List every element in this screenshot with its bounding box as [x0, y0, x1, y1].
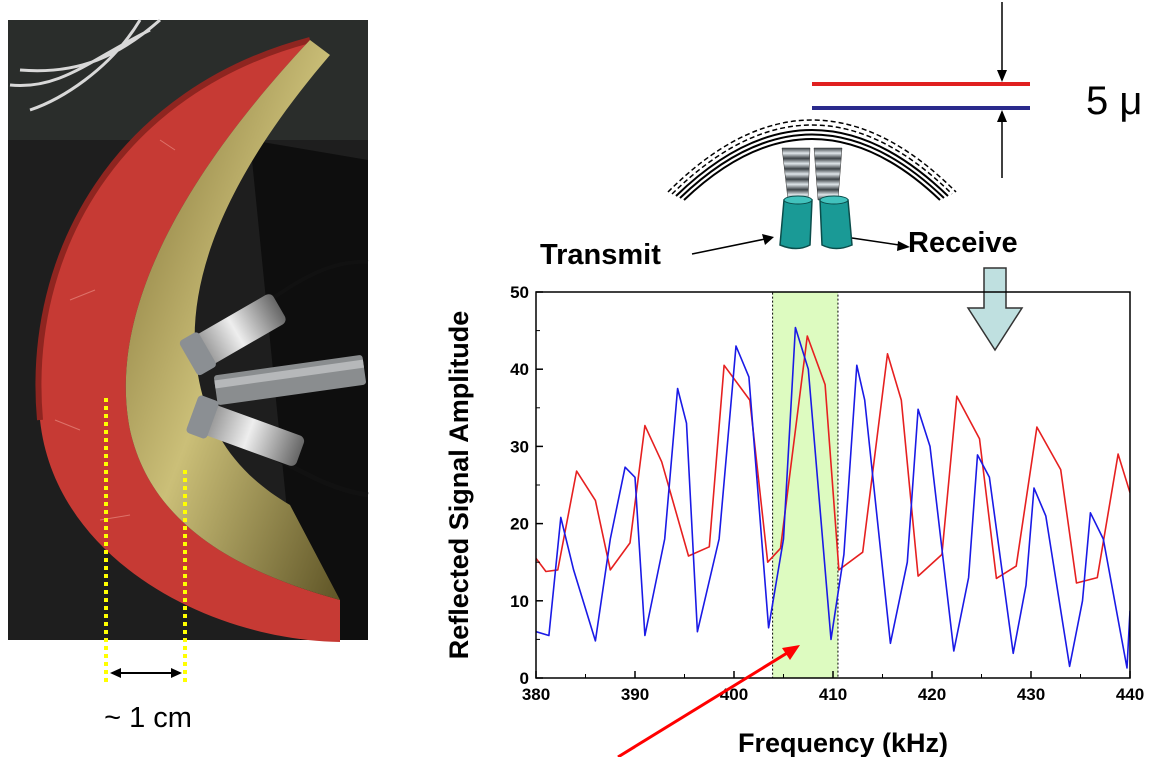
- probe-holder: [214, 355, 366, 405]
- highlight-pointer-arrow: [617, 645, 800, 757]
- specimen-photo: [8, 18, 369, 685]
- y-tick-label: 40: [510, 360, 529, 379]
- inner-surface: [125, 40, 340, 600]
- series-line-1: [536, 335, 1130, 584]
- receive-pointer: [851, 237, 910, 251]
- white-cable: [9, 18, 161, 112]
- scale-arrow: [110, 668, 182, 678]
- y-tick-label: 0: [520, 669, 529, 688]
- red-shell: [38, 40, 340, 642]
- transmit-pointer: [691, 234, 774, 255]
- receive-transducer: [819, 195, 853, 250]
- down-arrow-icon: [966, 267, 1024, 352]
- transducer-upper: [179, 294, 286, 376]
- series-line-2: [536, 326, 1130, 669]
- wall-arc-2: [679, 133, 945, 199]
- x-tick-label: 410: [819, 685, 847, 704]
- beam-diagram: 5 μ Transmit Receive: [540, 2, 1142, 352]
- transmit-beam: [781, 147, 811, 201]
- receive-beam: [813, 147, 843, 201]
- x-tick-label: 420: [918, 685, 946, 704]
- x-tick-label: 380: [522, 685, 550, 704]
- x-tick-label: 430: [1017, 685, 1045, 704]
- wall-arc-3: [683, 138, 941, 201]
- receive-label: Receive: [908, 227, 1018, 259]
- wall-arc-dashed: [671, 124, 953, 195]
- x-tick-label: 400: [720, 685, 748, 704]
- transducer-lower: [186, 395, 305, 466]
- x-tick-label: 390: [621, 685, 649, 704]
- transmit-label: Transmit: [540, 239, 661, 271]
- wall-arc-dashed-outer: [667, 119, 957, 193]
- wall-arc-1: [675, 129, 949, 197]
- y-tick-label: 50: [510, 283, 529, 302]
- y-tick-label: 10: [510, 592, 529, 611]
- y-tick-label: 20: [510, 515, 529, 534]
- x-axis-label: Frequency (kHz): [738, 728, 948, 757]
- spectrum-chart: 380 390 400 410 420 430 440 0 10 20 30 40 50 Reflect…: [444, 283, 1144, 757]
- thickness-arrows: [997, 2, 1007, 178]
- transmit-transducer: [779, 195, 813, 250]
- x-tick-label: 440: [1116, 685, 1144, 704]
- thickness-label: 5 μ: [1086, 79, 1142, 123]
- y-axis-label: Reflected Signal Amplitude: [444, 311, 474, 660]
- scale-label: ~ 1 cm: [104, 702, 192, 734]
- y-tick-label: 30: [510, 437, 529, 456]
